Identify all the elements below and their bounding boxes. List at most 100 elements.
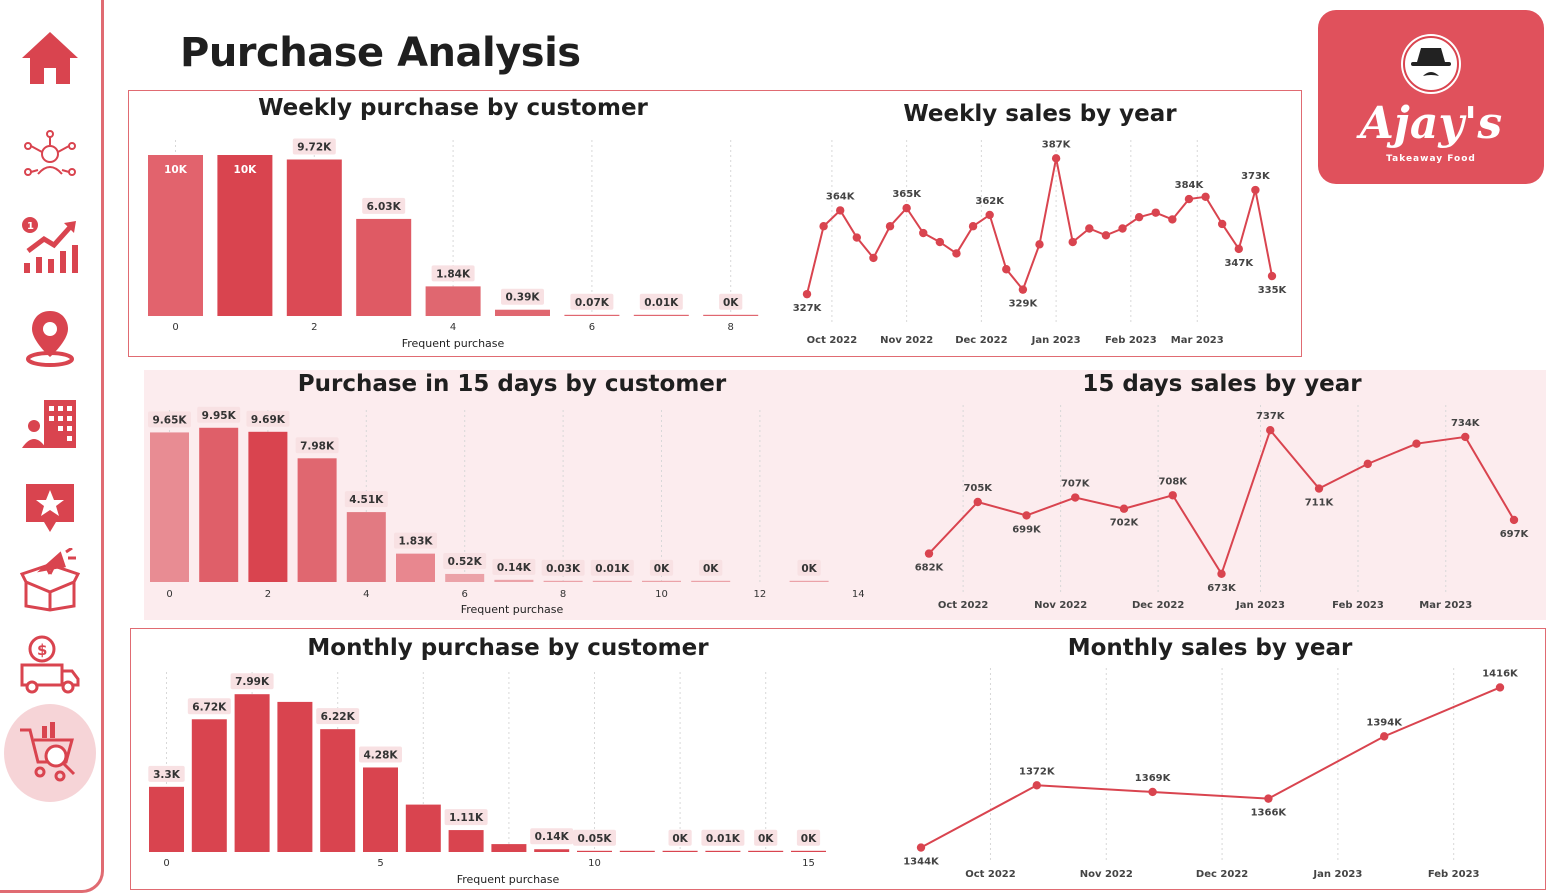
fifteen-day-purchase-data-label: 0K — [703, 563, 719, 575]
monthly-purchase-bar — [534, 849, 570, 852]
page-title: Purchase Analysis — [180, 30, 581, 76]
fifteen-day-sales-data-label: 707K — [1061, 479, 1091, 490]
sidebar-item-home[interactable] — [14, 24, 86, 92]
fifteen-day-purchase-data-label: 9.65K — [152, 414, 187, 426]
fifteen-day-sales-point — [1119, 504, 1129, 513]
fifteen-day-purchase-x-axis-title: Frequent purchase — [461, 603, 564, 616]
logo-wordmark: Ajay's — [1359, 98, 1503, 149]
monthly-purchase-bar — [320, 729, 356, 852]
weekly-sales-data-label: 327K — [793, 303, 823, 314]
fifteen-day-purchase-data-label: 4.51K — [349, 494, 384, 506]
sidebar-item-purchase[interactable] — [4, 704, 96, 802]
weekly-sales-data-label: 347K — [1224, 258, 1254, 269]
fifteen-day-sales-tick-label: Oct 2022 — [938, 600, 989, 611]
monthly-purchase-data-label-bg — [573, 829, 616, 846]
marketing-box-icon — [20, 548, 80, 612]
weekly-purchase-bar — [564, 314, 620, 316]
monthly-purchase-data-label: 3.3K — [153, 769, 181, 781]
weekly-purchase-tick-label: 2 — [311, 322, 317, 333]
fifteen-day-sales-tick-label: Feb 2023 — [1332, 600, 1384, 611]
weekly-purchase-data-label: 10K — [234, 164, 258, 176]
fifteen-day-purchase-data-label-bg — [649, 559, 674, 576]
monthly-purchase-data-label: 4.28K — [363, 749, 398, 761]
weekly-sales-point — [1101, 231, 1111, 240]
fifteen-day-purchase-data-label: 0K — [801, 563, 817, 575]
monthly-purchase-bar — [363, 767, 398, 852]
fifteen-day-purchase-data-label-bg — [148, 411, 191, 428]
monthly-purchase-bar — [491, 844, 527, 852]
fifteen-day-purchase-bar — [494, 579, 534, 582]
fifteen-day-sales-point — [1412, 439, 1421, 448]
weekly-sales-point — [1118, 224, 1127, 233]
fifteen-day-purchase-data-label: 7.98K — [300, 440, 335, 452]
weekly-sales-point — [1184, 194, 1194, 204]
monthly-purchase-tick-label: 5 — [377, 858, 383, 869]
fifteen-day-purchase-data-label-bg — [699, 559, 723, 576]
monthly-purchase-data-label-bg — [187, 698, 231, 715]
monthly-purchase-data-label-bg — [316, 708, 360, 725]
monthly-purchase-data-label-bg — [359, 746, 402, 763]
weekly-sales-point — [1234, 244, 1243, 254]
fifteen-day-sales-data-label: 682K — [915, 563, 945, 574]
fifteen-day-purchase-tick-label: 14 — [852, 589, 865, 600]
monthly-purchase-data-label: 0.05K — [577, 833, 612, 845]
monthly-purchase-data-label-bg — [668, 829, 692, 846]
weekly-purchase-data-label-bg — [639, 293, 683, 310]
weekly-sales-point — [1217, 219, 1227, 229]
weekly-sales-point — [1201, 192, 1210, 202]
weekly-sales-tick-label: Dec 2022 — [955, 335, 1007, 346]
weekly-purchase-data-label: 6.03K — [367, 201, 402, 213]
sidebar-item-marketing[interactable] — [14, 546, 86, 614]
monthly-sales-data-label: 1369K — [1135, 773, 1172, 784]
sidebar-item-building[interactable] — [14, 388, 86, 456]
fifteen-day-sales-point — [1022, 511, 1031, 520]
fifteen-day-purchase-data-label: 9.95K — [202, 410, 237, 422]
weekly-purchase-data-label-bg — [719, 293, 743, 310]
sidebar-item-location[interactable] — [14, 304, 86, 372]
weekly-purchase-tick-label: 4 — [450, 322, 456, 333]
weekly-sales-point — [819, 222, 828, 231]
sidebar-item-customers[interactable] — [14, 124, 86, 192]
fifteen-day-purchase-bar — [297, 458, 337, 582]
weekly-sales-data-label: 364K — [826, 191, 856, 202]
weekly-sales-point — [1085, 224, 1094, 233]
sidebar-nav: 1 — [0, 0, 104, 893]
weekly-purchase-data-label-bg — [292, 138, 336, 155]
fifteen-day-purchase-data-label: 9.69K — [251, 414, 286, 426]
monthly-sales-point — [1380, 732, 1389, 741]
fifteen-day-purchase-bar — [789, 580, 829, 582]
brand-logo: Ajay's Takeaway Food — [1318, 10, 1544, 184]
weekly-purchase-data-label: 0K — [723, 297, 739, 309]
weekly-purchase-bar — [356, 218, 412, 316]
sidebar-item-growth[interactable]: 1 — [14, 210, 86, 278]
weekly-sales-tick-label: Jan 2023 — [1031, 335, 1081, 346]
monthly-sales-point — [1264, 794, 1273, 803]
weekly-sales-point — [902, 203, 911, 213]
weekly-purchase-x-axis-title: Frequent purchase — [402, 337, 505, 350]
fifteen-day-sales-data-label: 673K — [1207, 583, 1237, 594]
monthly-sales-point — [916, 843, 926, 852]
monthly-purchase-data-label: 7.99K — [235, 676, 270, 688]
weekly-sales-data-label: 329K — [1009, 299, 1039, 310]
sidebar-item-rating[interactable] — [14, 474, 86, 542]
fifteen-day-purchase-data-label: 0.14K — [497, 562, 532, 574]
weekly-sales-data-label: 365K — [892, 189, 922, 200]
monthly-purchase-bar — [662, 850, 698, 852]
monthly-purchase-data-label-bg — [796, 829, 821, 846]
monthly-sales-tick-label: Oct 2022 — [965, 869, 1016, 880]
monthly-purchase-bar — [149, 786, 184, 852]
sidebar-item-delivery[interactable]: $ — [14, 630, 86, 698]
weekly-purchase-bar — [148, 155, 203, 316]
monthly-sales-data-label: 1416K — [1482, 668, 1519, 679]
delivery-truck-icon: $ — [20, 635, 80, 694]
monthly-purchase-tick-label: 0 — [163, 858, 169, 869]
location-pin-icon — [26, 311, 74, 367]
monthly-sales-series-line — [920, 686, 1501, 849]
svg-text:$: $ — [37, 641, 47, 659]
monthly-purchase-data-label-bg — [444, 809, 488, 826]
fifteen-day-purchase-tick-label: 10 — [655, 589, 668, 600]
fifteen-day-sales-data-label: 734K — [1451, 418, 1481, 429]
fifteen-day-purchase-data-label: 0.03K — [546, 563, 581, 575]
home-icon — [22, 32, 78, 84]
weekly-purchase-tick-label: 0 — [172, 322, 178, 333]
